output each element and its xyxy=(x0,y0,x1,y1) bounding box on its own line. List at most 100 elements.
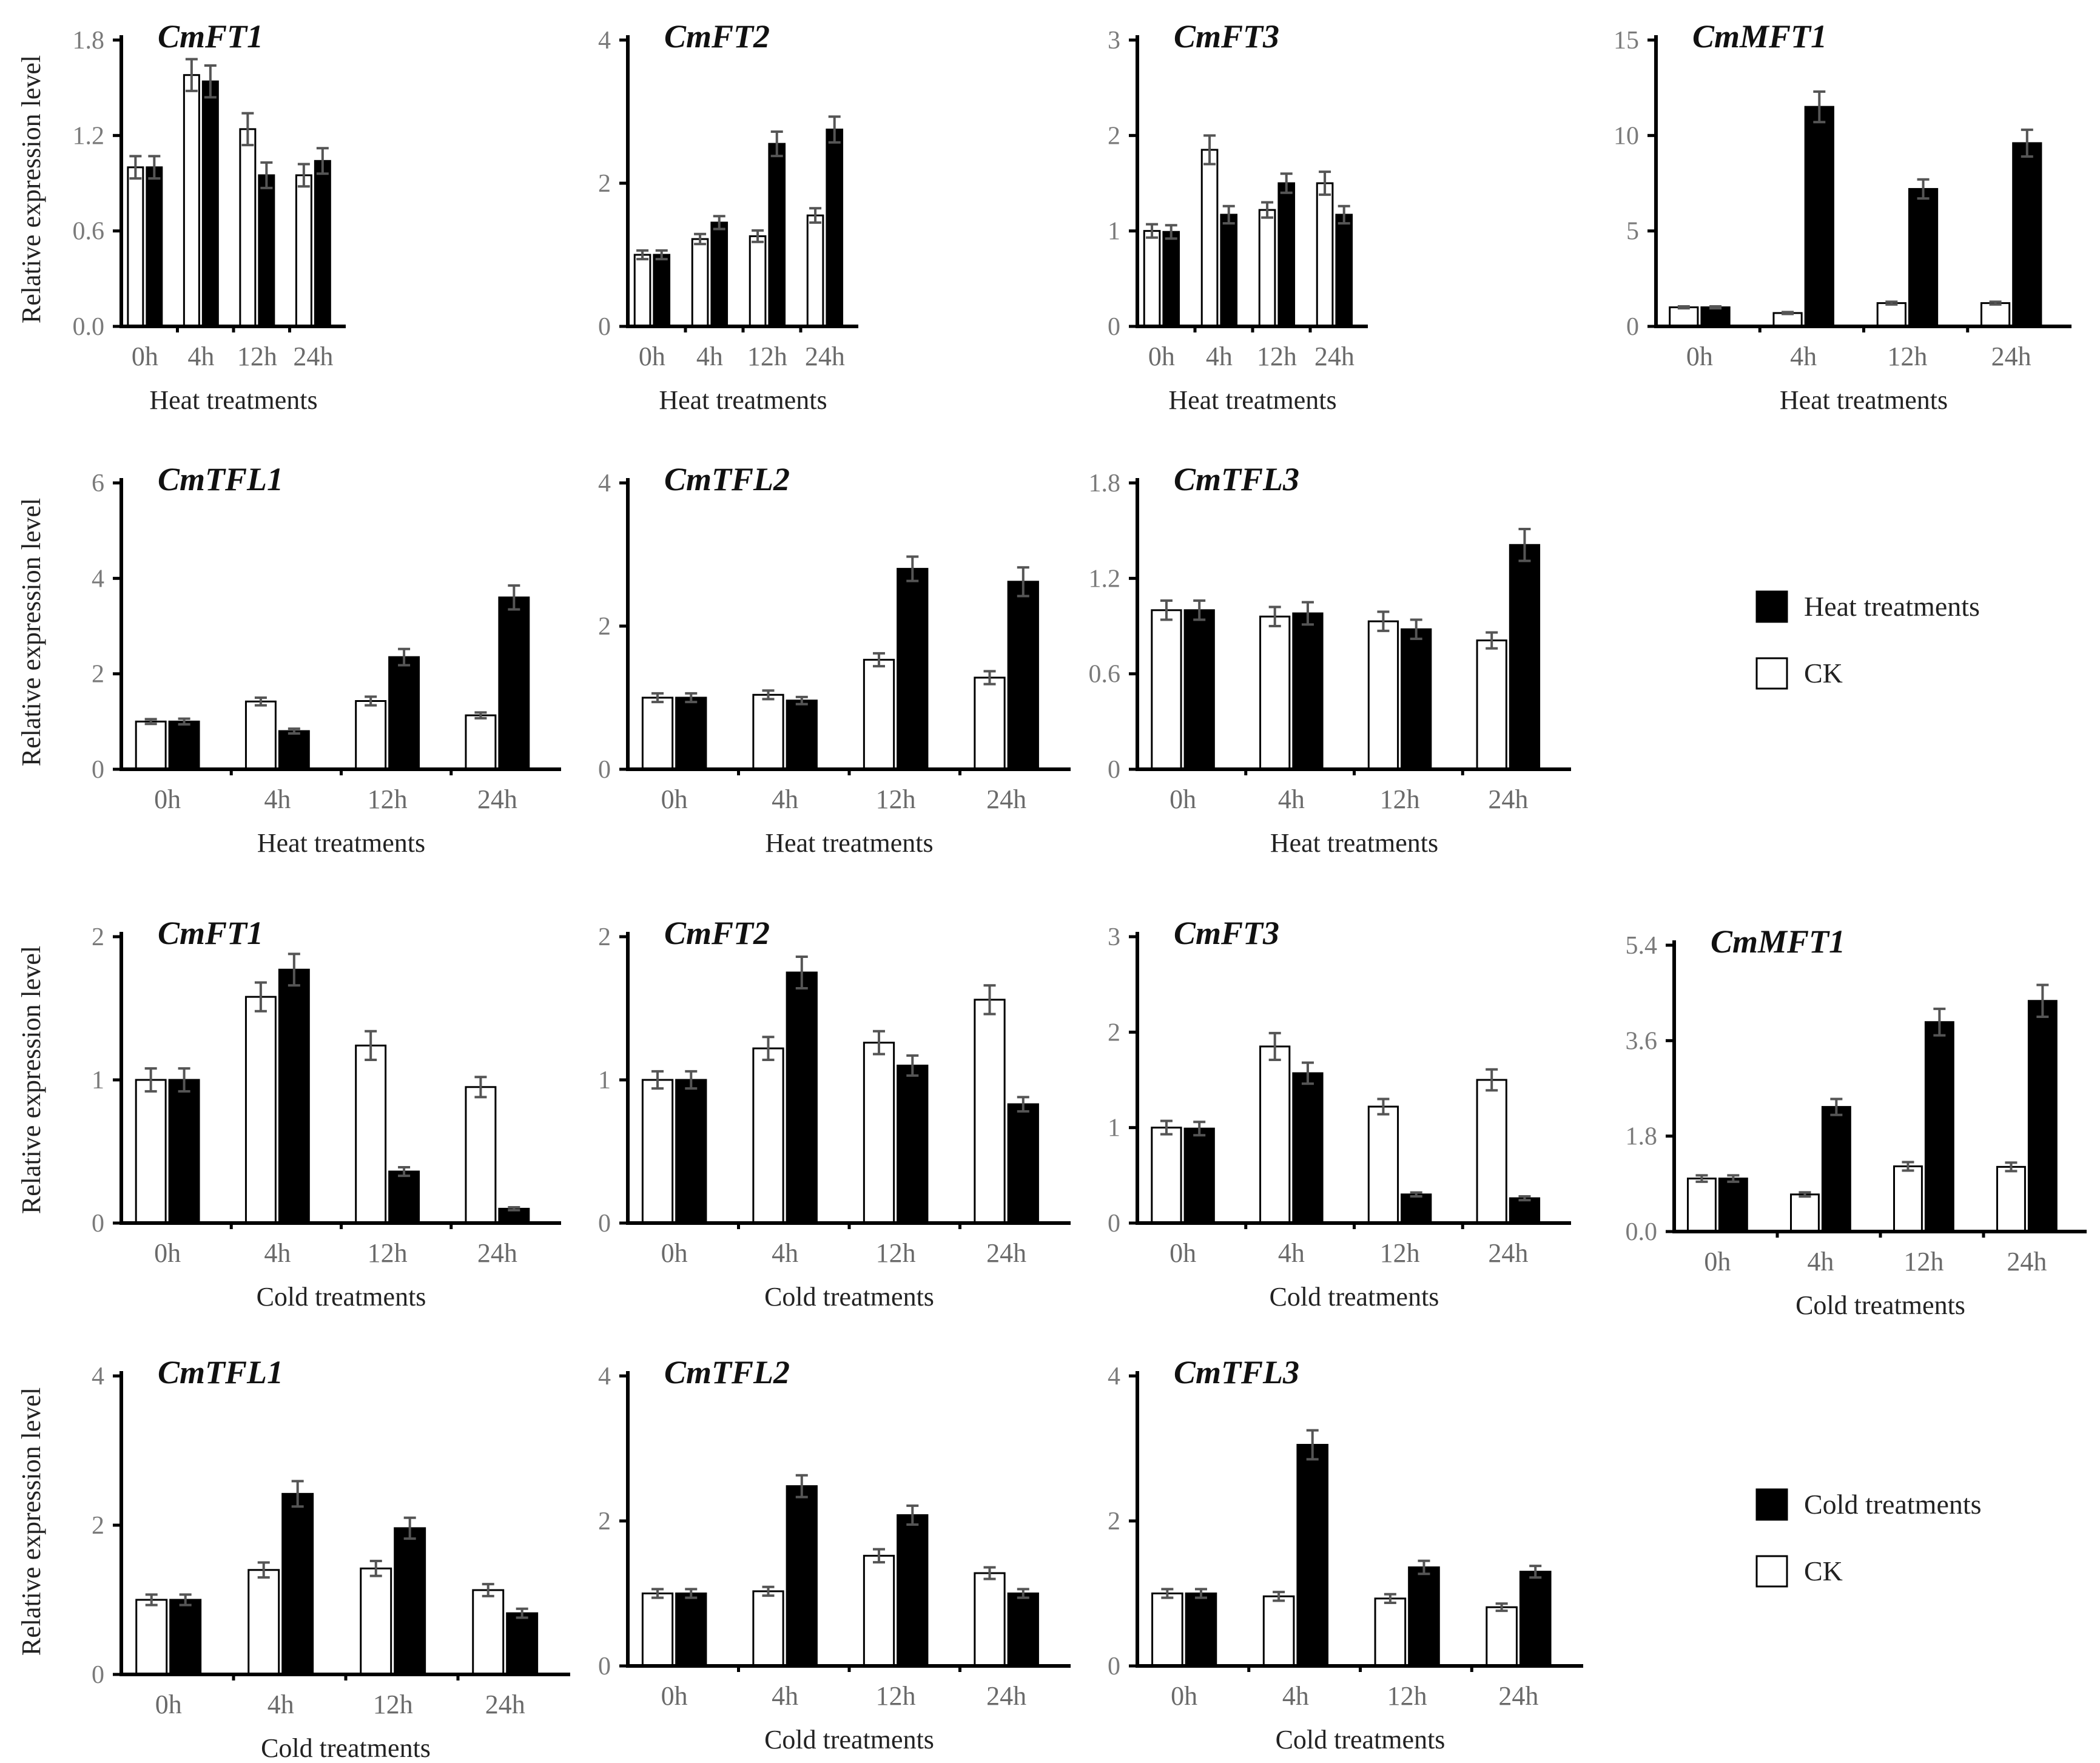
treatment-bar-4h xyxy=(278,968,310,1224)
treatment-bar-0h xyxy=(1185,1593,1217,1667)
ck-bar-24h xyxy=(472,1589,505,1676)
chart-title: CmTFL2 xyxy=(664,1354,790,1391)
axis-lines xyxy=(626,478,1071,771)
y-tick-label: 3.6 xyxy=(1626,1027,1658,1055)
chart-title: CmFT2 xyxy=(664,18,770,55)
y-tick-label: 2 xyxy=(598,170,611,198)
y-tick-label: 15 xyxy=(1614,27,1639,55)
treatment-bar-24h xyxy=(1509,1197,1541,1224)
axis-lines xyxy=(1136,1371,1583,1668)
treatment-bar-24h xyxy=(498,596,530,770)
x-tick-label: 0h xyxy=(1169,1238,1196,1268)
axis-lines xyxy=(1136,478,1571,771)
treatment-bar-4h xyxy=(1821,1106,1851,1233)
x-tick-label: 0h xyxy=(661,1681,688,1711)
x-tick-label: 24h xyxy=(1498,1681,1538,1711)
ck-bar-4h xyxy=(1200,149,1219,328)
x-tick-label: 4h xyxy=(772,1681,798,1711)
legend-swatch-treatment xyxy=(1755,590,1788,623)
chart-panel-13: CmTFL2 0 2 4 0h 4h 12h 24h Cold treatments xyxy=(598,1354,1071,1755)
chart-panel-4: CmMFT1 0 5 10 15 0h 4h 12h 24h Heat treatments xyxy=(1614,18,2071,415)
x-axis-label: Cold treatments xyxy=(764,1282,934,1312)
treatment-bar-0h xyxy=(168,720,200,770)
y-tick-label: 0 xyxy=(1108,756,1120,784)
x-axis-label: Cold treatments xyxy=(261,1733,431,1763)
x-tick-label: 4h xyxy=(772,784,798,814)
x-axis-label: Heat treatments xyxy=(1780,385,1948,415)
x-axis-label: Heat treatments xyxy=(659,385,827,415)
ck-bar-24h xyxy=(465,714,497,770)
treatment-bar-12h xyxy=(1277,182,1296,328)
ck-bar-24h xyxy=(1486,1606,1518,1667)
treatment-bar-12h xyxy=(897,1514,929,1667)
legend-swatch-ck xyxy=(1755,657,1788,690)
ck-bar-4h xyxy=(247,1569,280,1676)
treatment-bar-4h xyxy=(1296,1444,1329,1667)
axis-lines xyxy=(1136,35,1368,328)
chart-title: CmFT3 xyxy=(1174,915,1279,951)
x-tick-label: 4h xyxy=(1282,1681,1309,1711)
y-tick-label: 0 xyxy=(598,756,611,784)
ck-bar-0h xyxy=(135,1079,167,1224)
y-tick-label: 4 xyxy=(92,1363,104,1391)
chart-panel-3: CmFT3 0 1 2 3 0h 4h 12h 24h Heat treatments xyxy=(1108,18,1368,415)
x-tick-label: 0h xyxy=(1148,342,1175,371)
y-axis-label: Relative expression level xyxy=(16,498,46,766)
x-tick-label: 4h xyxy=(1807,1247,1834,1276)
ck-bar-4h xyxy=(1259,615,1291,770)
x-tick-label: 4h xyxy=(1278,1238,1305,1268)
x-tick-label: 24h xyxy=(805,342,845,371)
y-tick-label: 0 xyxy=(598,1653,611,1680)
treatment-bar-12h xyxy=(1908,187,1939,328)
axis-lines xyxy=(119,478,561,771)
chart-panel-12: CmTFL1 0 2 4 0h 4h 12h 24h Cold treatments xyxy=(92,1354,570,1763)
y-tick-label: 0 xyxy=(92,1210,104,1238)
treatment-bar-24h xyxy=(1335,214,1353,328)
treatment-bar-24h xyxy=(1007,1593,1039,1667)
treatment-bar-0h xyxy=(1183,609,1215,770)
treatment-bar-4h xyxy=(1804,106,1834,328)
treatment-bar-12h xyxy=(388,1170,420,1224)
treatment-bar-4h xyxy=(786,1485,818,1667)
treatment-bar-4h xyxy=(1292,612,1324,770)
treatment-bar-0h xyxy=(169,1599,202,1676)
x-tick-label: 0h xyxy=(1704,1247,1731,1276)
ck-bar-4h xyxy=(183,74,200,328)
ck-bar-4h xyxy=(1790,1193,1820,1233)
y-axis-label: Relative expression level xyxy=(16,946,46,1214)
x-axis-label: Heat treatments xyxy=(1270,828,1438,858)
ck-bar-12h xyxy=(1374,1597,1407,1667)
treatment-bar-0h xyxy=(1718,1178,1748,1233)
legend-label: Heat treatments xyxy=(1804,591,1980,622)
ck-bar-0h xyxy=(1687,1178,1717,1233)
ck-bar-24h xyxy=(1980,302,2011,328)
y-axis-label: Relative expression level xyxy=(16,55,46,323)
axis-lines xyxy=(626,1371,1071,1668)
treatment-bar-12h xyxy=(1401,628,1432,770)
ck-bar-0h xyxy=(641,1593,674,1667)
y-tick-label: 2 xyxy=(1108,1508,1120,1535)
x-tick-label: 0h xyxy=(1171,1681,1197,1711)
x-tick-label: 24h xyxy=(2007,1247,2047,1276)
treatment-bar-4h xyxy=(786,699,818,770)
y-tick-label: 1.8 xyxy=(1626,1123,1658,1151)
treatment-bar-4h xyxy=(281,1492,314,1676)
x-tick-label: 12h xyxy=(1257,342,1297,371)
x-tick-label: 4h xyxy=(1278,784,1305,814)
x-tick-label: 4h xyxy=(264,1238,291,1268)
x-tick-label: 0h xyxy=(639,342,665,371)
x-tick-label: 12h xyxy=(1380,1238,1420,1268)
chart-title: CmFT1 xyxy=(158,915,263,951)
ck-bar-0h xyxy=(1151,609,1182,770)
ck-bar-24h xyxy=(295,174,312,328)
y-tick-label: 0 xyxy=(92,756,104,784)
y-tick-label: 5.4 xyxy=(1626,932,1658,960)
x-tick-label: 24h xyxy=(986,784,1026,814)
axis-lines xyxy=(1672,940,2087,1233)
ck-bar-4h xyxy=(1262,1595,1295,1667)
ck-bar-0h xyxy=(633,254,651,328)
chart-panel-11: CmMFT1 0.0 1.8 3.6 5.4 0h 4h 12h 24h Cold treatme… xyxy=(1626,923,2087,1320)
x-tick-label: 4h xyxy=(696,342,723,371)
x-tick-label: 4h xyxy=(1206,342,1233,371)
